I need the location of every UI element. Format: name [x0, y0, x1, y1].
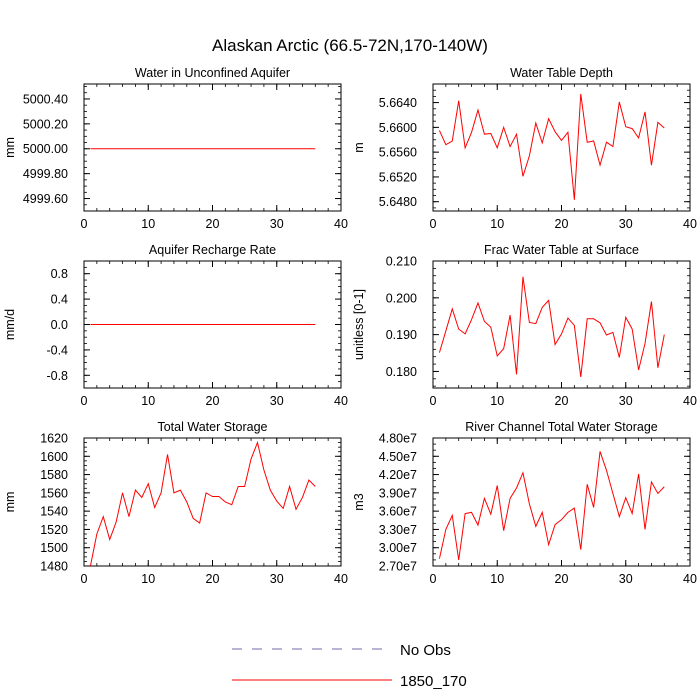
y-tick-label: 0.8 [51, 267, 68, 281]
y-tick-label: 4999.60 [23, 192, 68, 206]
x-tick-label: 0 [430, 394, 437, 408]
panel-total-water-storage: Total Water Storage 0 10 20 30 40 1480 1500 1520… [3, 420, 348, 586]
x-tick-label: 40 [334, 572, 348, 586]
x-tick-label: 20 [206, 394, 220, 408]
y-tick-label: 2.70e7 [379, 560, 417, 574]
x-tick-label: 10 [490, 217, 504, 231]
y-tick-label: 5000.40 [23, 92, 68, 106]
y-tick-label: 5.6480 [379, 195, 417, 209]
y-tick-label: 5.6600 [379, 121, 417, 135]
y-axis-label: m [352, 142, 366, 152]
y-tick-label: 4.80e7 [379, 432, 417, 446]
y-tick-label: 5.6560 [379, 146, 417, 160]
x-tick-label: 10 [141, 217, 155, 231]
x-tick-label: 20 [555, 394, 569, 408]
plot-frame [83, 437, 342, 567]
panel-aquifer-recharge-rate: Aquifer Recharge Rate 0 10 20 30 40 -0.8 -0.4 0.… [3, 243, 348, 408]
y-tick-label: 1520 [40, 523, 68, 537]
x-tick-label: 30 [619, 394, 633, 408]
y-axis-label: mm [3, 137, 17, 158]
x-tick-label: 0 [81, 394, 88, 408]
plot-frame [83, 83, 342, 212]
y-axis-label: mm/d [3, 309, 17, 340]
panel-water-in-unconfined-aquifer: Water in Unconfined Aquifer 0 10 20 30 40 4999… [3, 66, 348, 231]
plot-frame [432, 260, 691, 389]
y-tick-label: 0.180 [386, 365, 417, 379]
y-tick-label: 1560 [40, 486, 68, 500]
y-axis-label: m3 [352, 493, 366, 510]
y-tick-label: 3.30e7 [379, 523, 417, 537]
x-tick-label: 20 [555, 217, 569, 231]
y-axis-label: mm [3, 492, 17, 513]
figure-title: Alaskan Arctic (66.5-72N,170-140W) [212, 36, 488, 55]
x-tick-label: 10 [141, 572, 155, 586]
y-tick-label: 3.00e7 [379, 541, 417, 555]
y-tick-label: -0.8 [46, 369, 68, 383]
series-line-1850-170 [438, 276, 665, 378]
y-tick-label: 1500 [40, 541, 68, 555]
plot-frame [432, 437, 691, 567]
panel-frac-water-table-at-surface: Frac Water Table at Surface 0 10 20 30 40 0.18… [352, 243, 697, 408]
legend-label-no-obs: No Obs [400, 642, 451, 659]
y-tick-label: 3.90e7 [379, 486, 417, 500]
x-tick-label: 40 [683, 217, 697, 231]
x-tick-label: 40 [334, 394, 348, 408]
x-tick-label: 30 [270, 572, 284, 586]
plot-frame [432, 83, 691, 212]
x-tick-label: 40 [683, 394, 697, 408]
panel-title: River Channel Total Water Storage [465, 420, 658, 434]
x-tick-label: 0 [430, 572, 437, 586]
x-tick-label: 10 [141, 394, 155, 408]
series-line-1850-170 [438, 93, 665, 200]
y-tick-label: 1620 [40, 432, 68, 446]
x-tick-label: 40 [683, 572, 697, 586]
x-tick-label: 20 [555, 572, 569, 586]
panel-title: Water in Unconfined Aquifer [135, 66, 290, 80]
y-tick-label: 0.190 [386, 328, 417, 342]
y-tick-label: 1480 [40, 560, 68, 574]
x-tick-label: 30 [270, 217, 284, 231]
y-tick-label: 5000.20 [23, 117, 68, 131]
y-tick-label: 1540 [40, 505, 68, 519]
series-line-1850-170 [438, 451, 665, 560]
y-tick-label: 0.0 [51, 318, 68, 332]
x-tick-label: 0 [81, 572, 88, 586]
panel-title: Water Table Depth [510, 66, 613, 80]
y-tick-label: 3.60e7 [379, 505, 417, 519]
panel-title: Frac Water Table at Surface [484, 243, 639, 257]
y-axis-label: unitless [0-1] [352, 289, 366, 360]
x-tick-label: 20 [206, 572, 220, 586]
y-tick-label: 4.50e7 [379, 450, 417, 464]
panel-river-channel-total-water-storage: River Channel Total Water Storage 0 10 20 30… [352, 420, 697, 586]
y-tick-label: 5.6520 [379, 170, 417, 184]
x-tick-label: 10 [490, 394, 504, 408]
legend: No Obs 1850_170 [232, 642, 467, 690]
x-tick-label: 0 [81, 217, 88, 231]
x-tick-label: 30 [619, 572, 633, 586]
x-tick-label: 20 [206, 217, 220, 231]
y-tick-label: 5000.00 [23, 142, 68, 156]
y-tick-label: 1600 [40, 450, 68, 464]
x-tick-label: 0 [430, 217, 437, 231]
y-tick-label: -0.4 [46, 343, 68, 357]
x-tick-label: 40 [334, 217, 348, 231]
y-tick-label: 0.200 [386, 291, 417, 305]
panel-water-table-depth: Water Table Depth 0 10 20 30 40 5.6480 5.6520 5.… [352, 66, 697, 231]
x-tick-label: 30 [270, 394, 284, 408]
series-line-1850-170 [89, 440, 316, 567]
y-tick-label: 1580 [40, 468, 68, 482]
panel-title: Total Water Storage [157, 420, 267, 434]
x-tick-label: 10 [490, 572, 504, 586]
y-tick-label: 4999.80 [23, 167, 68, 181]
x-tick-label: 30 [619, 217, 633, 231]
y-tick-label: 0.4 [51, 293, 68, 307]
y-tick-label: 4.20e7 [379, 468, 417, 482]
y-tick-label: 0.210 [386, 255, 417, 269]
y-tick-label: 5.6640 [379, 96, 417, 110]
panel-title: Aquifer Recharge Rate [149, 243, 276, 257]
legend-label-1850-170: 1850_170 [400, 673, 467, 690]
